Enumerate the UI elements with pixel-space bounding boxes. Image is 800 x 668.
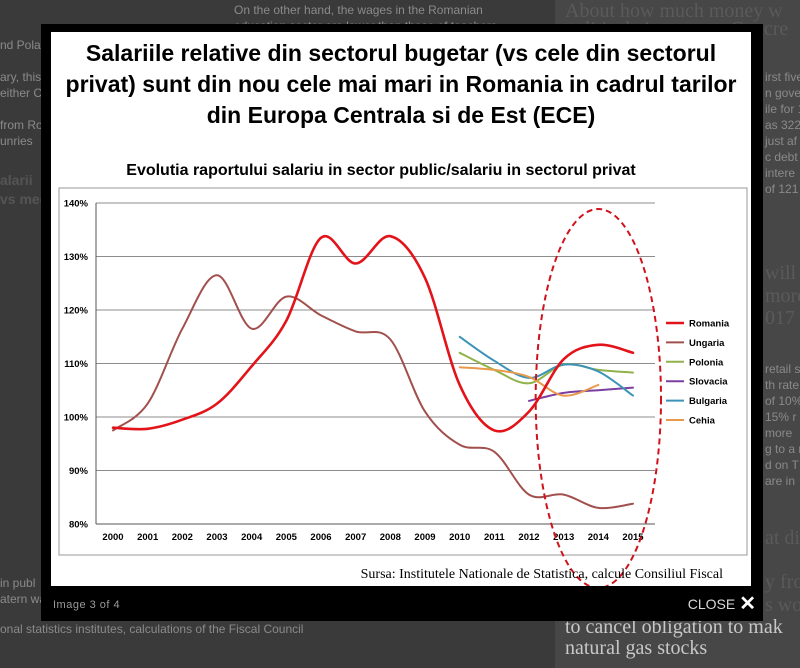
x-tick-label: 2011 (484, 532, 505, 543)
background-article-text: from Ro (0, 118, 43, 132)
x-tick-label: 2007 (345, 532, 366, 543)
y-tick-label: 110% (64, 359, 88, 370)
background-article-text: unries (0, 134, 33, 148)
y-tick-label: 90% (69, 466, 89, 477)
x-tick-label: 2003 (206, 532, 227, 543)
legend-label: Cehia (689, 416, 716, 427)
series-line-polonia (458, 351, 634, 385)
close-button[interactable]: CLOSE ✕ (687, 593, 756, 615)
background-article-text: nd Polan (0, 38, 48, 52)
close-label: CLOSE (687, 596, 736, 612)
sidebar-snippet: g to a r (765, 442, 800, 456)
series-line-ungaria (112, 274, 634, 510)
chart-source: Sursa: Institutele Nationale de Statisti… (360, 567, 723, 582)
x-tick-label: 2008 (380, 532, 401, 543)
background-article-text: either CE (0, 86, 51, 100)
x-tick-label: 2015 (622, 532, 644, 543)
background-article-text: in publ (0, 576, 36, 590)
image-counter: Image 3 of 4 (53, 599, 121, 611)
chart-title: Evolutia raportului salariu in sector pu… (126, 162, 636, 179)
sidebar-snippet: ile for 1 (765, 102, 800, 116)
sidebar-snippet: d on T (765, 458, 799, 472)
x-tick-label: 2013 (553, 532, 574, 543)
sidebar-headline[interactable]: y fro (765, 571, 800, 593)
sidebar-snippet: are in (765, 474, 796, 488)
x-tick-label: 2005 (276, 532, 298, 543)
x-tick-label: 2000 (102, 532, 123, 543)
sidebar-headline[interactable]: more (765, 285, 800, 307)
sidebar-headline[interactable]: natural gas stocks (565, 637, 708, 659)
series-line-bulgaria (458, 335, 634, 397)
legend-label: Bulgaria (689, 396, 728, 407)
x-tick-label: 2006 (310, 532, 331, 543)
x-tick-label: 2012 (518, 532, 539, 543)
sidebar-headline[interactable]: About how much money w (565, 0, 783, 22)
x-tick-label: 2009 (414, 532, 435, 543)
sidebar-snippet: n gove (765, 86, 800, 100)
background-article-text: On the other hand, the wages in the Roma… (234, 3, 483, 17)
x-tick-label: 2001 (137, 532, 159, 543)
sidebar-snippet: c debt (765, 150, 798, 164)
background-article-text: onal statistics institutes, calculations… (0, 622, 304, 636)
line-chart: 80% 90% 100% 110% 120% 130% 140% 2000 2001 2002 20… (58, 187, 748, 586)
background-article-text: alarii (0, 172, 33, 188)
sidebar-snippet: more (765, 426, 793, 440)
slide-image: Salariile relative din sectorul bugetar … (51, 32, 751, 586)
sidebar-headline[interactable]: will (765, 262, 797, 284)
x-tick-label: 2014 (588, 532, 610, 543)
sidebar-headline[interactable]: s wo (765, 594, 800, 616)
sidebar-snippet: 15% r (765, 410, 797, 424)
y-tick-label: 130% (64, 252, 89, 263)
y-tick-label: 120% (64, 306, 89, 317)
close-icon: ✕ (739, 593, 756, 615)
y-tick-label: 100% (64, 413, 89, 424)
sidebar-snippet: intere (765, 166, 796, 180)
background-article-text: vs mec (0, 191, 48, 207)
series-line-romania (111, 234, 635, 433)
x-tick-label: 2004 (241, 532, 263, 543)
sidebar-headline[interactable]: at dis (765, 527, 800, 549)
legend-label: Polonia (689, 357, 724, 368)
sidebar-headline[interactable]: 017 (765, 307, 795, 329)
sidebar-snippet: th rate (765, 378, 800, 392)
sidebar-headline[interactable]: to cancel obligation to mak (565, 616, 783, 638)
highlight-ellipse (534, 208, 662, 586)
sidebar-snippet: of 121 (765, 182, 799, 196)
sidebar-snippet: of 10% (765, 394, 800, 408)
chart-frame (58, 187, 748, 556)
x-tick-label: 2010 (449, 532, 470, 543)
y-tick-label: 80% (69, 520, 89, 531)
sidebar-snippet: irst five (765, 70, 800, 84)
series-line-cehia (458, 366, 600, 397)
sidebar-snippet: as 322 (765, 118, 800, 132)
slide-title: Salariile relative din sectorul bugetar … (65, 40, 737, 128)
sidebar-snippet: retail s (765, 362, 800, 376)
y-tick-label: 140% (64, 199, 89, 210)
x-tick-label: 2002 (172, 532, 193, 543)
background-article-text: atern wa (0, 592, 47, 606)
legend-label: Romania (689, 319, 730, 330)
legend-label: Slovacia (689, 377, 728, 388)
sidebar-snippet: just af (765, 134, 798, 148)
legend-label: Ungaria (689, 338, 725, 349)
background-article-text: ary, this (0, 70, 42, 84)
